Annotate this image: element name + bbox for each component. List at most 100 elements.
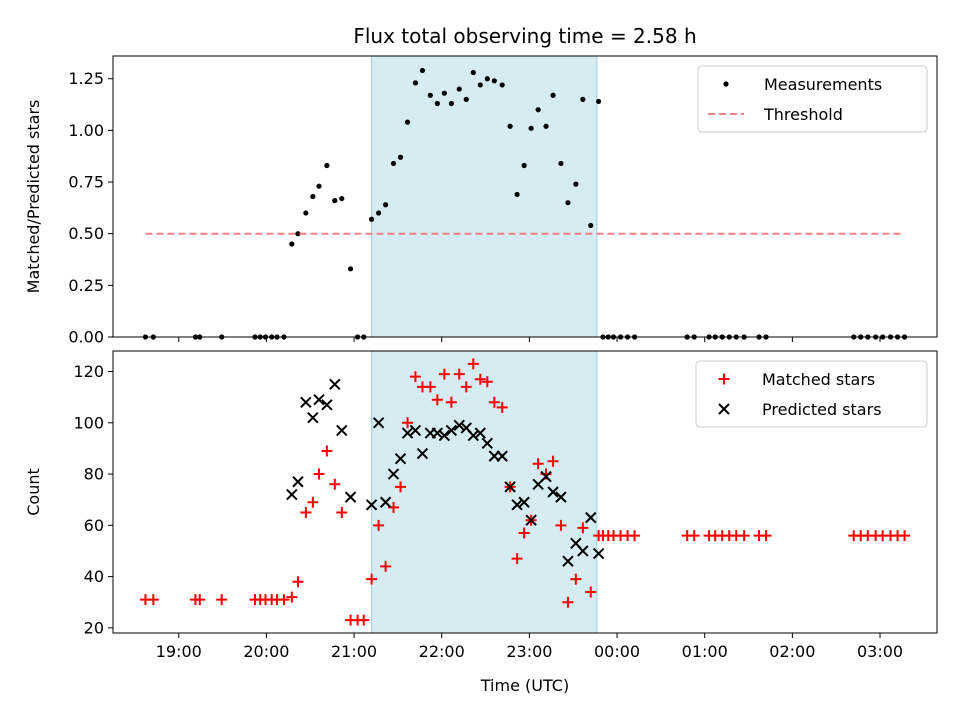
measurement-point — [347, 266, 354, 272]
x-tick-label: 21:00 — [331, 642, 377, 661]
matched-point — [496, 401, 508, 413]
predicted-point — [518, 496, 530, 508]
observing-window-shade — [371, 55, 598, 338]
matched-point — [688, 530, 700, 542]
matched-point — [409, 371, 421, 383]
y-tick-label: 0.50 — [68, 224, 104, 243]
predicted-point — [300, 396, 312, 408]
measurement-point — [368, 216, 375, 222]
measurement-point — [580, 96, 586, 102]
x-tick-label: 19:00 — [156, 642, 202, 661]
y-tick-label: 20 — [84, 618, 104, 637]
measurement-point — [499, 82, 505, 88]
matched-point — [147, 594, 159, 606]
x-tick-label: 20:00 — [243, 642, 289, 661]
measurement-point — [448, 100, 454, 107]
matched-point — [307, 496, 319, 508]
measurement-point — [565, 200, 571, 206]
matched-point — [438, 368, 450, 380]
measurement-point — [477, 82, 483, 88]
predicted-point — [344, 491, 357, 503]
predicted-point — [555, 491, 567, 503]
measurement-point — [484, 76, 490, 82]
y-axis-label: Count — [24, 468, 43, 516]
matched-point — [555, 519, 567, 531]
measurement-point — [463, 96, 469, 102]
matched-point — [585, 586, 597, 598]
matched-point — [373, 519, 385, 531]
measurement-point — [521, 162, 527, 169]
predicted-point — [481, 437, 494, 449]
measurement-point — [470, 69, 476, 76]
observing-window-shade — [371, 350, 598, 634]
legend-dot-swatch — [723, 81, 729, 87]
x-tick-label: 03:00 — [857, 642, 903, 661]
matched-point — [547, 455, 559, 467]
predicted-point — [394, 452, 407, 465]
matched-point — [453, 368, 465, 380]
x-tick-label: 23:00 — [506, 642, 552, 661]
matched-point — [562, 596, 574, 608]
predicted-point — [292, 476, 304, 488]
measurement-point — [441, 90, 447, 96]
matched-point — [216, 594, 228, 606]
measurement-point — [588, 222, 594, 229]
y-tick-label: 0.25 — [68, 276, 104, 295]
measurement-point — [456, 86, 462, 92]
measurement-point — [543, 123, 549, 129]
measurement-point — [332, 198, 338, 204]
predicted-point — [511, 499, 523, 511]
predicted-point — [577, 545, 589, 557]
measurement-point — [596, 98, 602, 105]
matched-point — [300, 507, 312, 519]
predicted-point — [401, 427, 414, 439]
predicted-point — [525, 514, 537, 526]
y-tick-label: 1.00 — [68, 121, 104, 140]
measurement-point — [397, 154, 404, 160]
matched-point — [380, 560, 392, 572]
measurement-point — [558, 160, 564, 167]
axes-frame — [112, 55, 938, 338]
matched-point — [577, 522, 589, 534]
matched-point — [329, 478, 341, 490]
legend-label: Measurements — [764, 75, 882, 94]
predicted-point — [365, 499, 378, 511]
y-tick-label: 60 — [84, 516, 104, 535]
matched-point — [445, 396, 457, 408]
predicted-point — [372, 417, 385, 429]
y-tick-label: 100 — [73, 413, 104, 432]
y-axis-label: Matched/Predicted stars — [24, 100, 43, 294]
predicted-point — [307, 411, 319, 424]
predicted-point — [321, 399, 333, 411]
matched-point — [474, 373, 486, 385]
x-tick-label: 22:00 — [419, 642, 465, 661]
measurement-point — [383, 202, 389, 208]
matched-point — [467, 358, 479, 370]
measurement-point — [434, 100, 440, 107]
y-tick-label: 1.25 — [68, 69, 104, 88]
measurement-point — [310, 193, 316, 200]
measurement-point — [289, 241, 295, 247]
matched-point — [402, 417, 414, 429]
matched-point — [629, 530, 641, 542]
matched-point — [278, 594, 290, 606]
matched-point — [488, 396, 500, 408]
legend-label: Threshold — [763, 105, 843, 124]
measurement-point — [573, 181, 579, 187]
measurement-point — [316, 183, 322, 189]
measurement-point — [412, 80, 419, 86]
measurement-point — [324, 162, 330, 169]
predicted-point — [547, 486, 559, 498]
predicted-point — [409, 424, 422, 437]
measurement-point — [303, 210, 309, 216]
panel-flux-ratio: 0.00 0.25 0.50 0.75 1.00 1.25 Matched/Predicte… — [24, 24, 938, 347]
measurement-point — [427, 92, 433, 98]
matched-point — [395, 481, 407, 493]
predicted-point — [474, 427, 487, 439]
predicted-point — [387, 468, 400, 480]
matched-point — [321, 445, 333, 457]
predicted-point — [540, 470, 552, 483]
matched-point — [518, 527, 530, 539]
legend-x-swatch — [718, 403, 730, 415]
